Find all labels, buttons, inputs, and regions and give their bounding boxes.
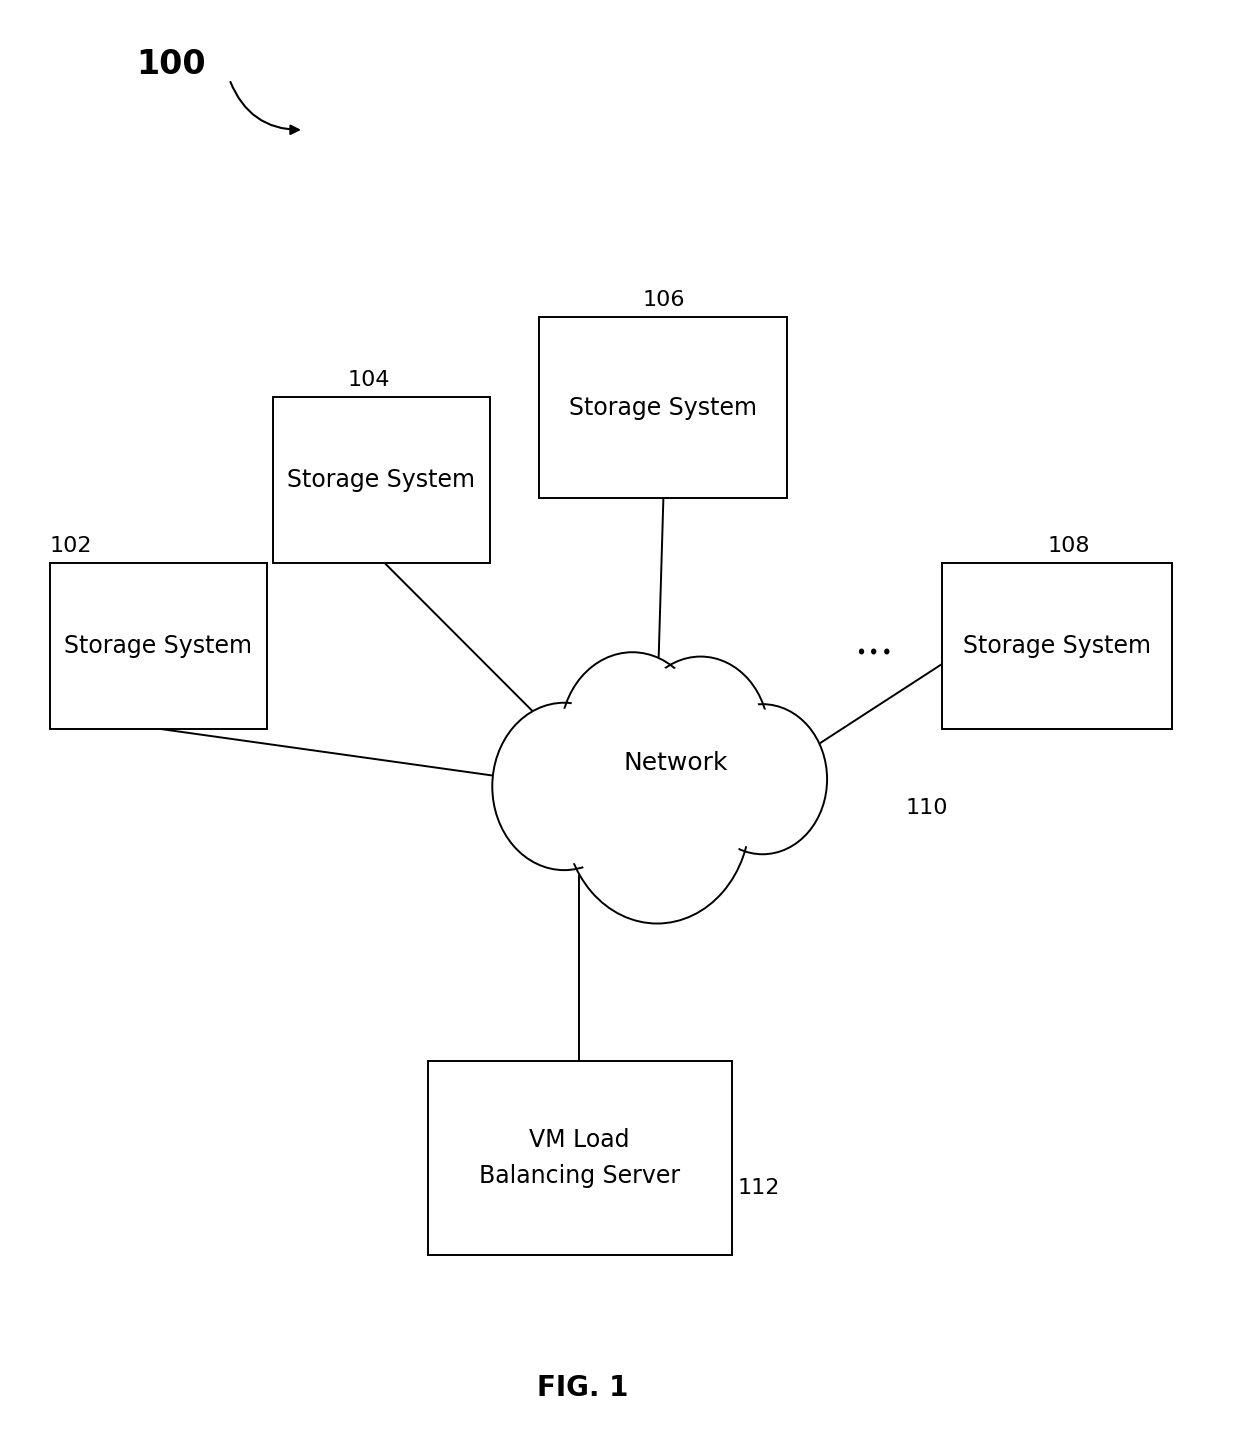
Text: ...: ... — [854, 620, 894, 664]
Circle shape — [637, 662, 764, 810]
Text: 112: 112 — [738, 1177, 780, 1198]
Text: Network: Network — [624, 752, 728, 775]
Circle shape — [632, 657, 769, 815]
Text: VM Load
Balancing Server: VM Load Balancing Server — [479, 1128, 681, 1188]
FancyBboxPatch shape — [273, 397, 490, 563]
Text: 104: 104 — [347, 369, 389, 390]
Circle shape — [698, 704, 827, 854]
Circle shape — [703, 710, 822, 848]
Text: 108: 108 — [1048, 535, 1090, 556]
FancyBboxPatch shape — [942, 563, 1172, 729]
FancyBboxPatch shape — [428, 1061, 732, 1255]
Text: 110: 110 — [905, 798, 947, 818]
Text: Storage System: Storage System — [963, 633, 1151, 658]
Text: FIG. 1: FIG. 1 — [537, 1374, 629, 1403]
FancyBboxPatch shape — [539, 317, 787, 498]
Circle shape — [572, 716, 743, 915]
Circle shape — [498, 710, 630, 863]
Circle shape — [492, 703, 636, 870]
Text: Storage System: Storage System — [288, 468, 475, 492]
Text: Storage System: Storage System — [569, 395, 758, 420]
Circle shape — [564, 707, 750, 924]
FancyBboxPatch shape — [50, 563, 267, 729]
Text: 106: 106 — [642, 290, 684, 310]
Circle shape — [567, 659, 698, 812]
Text: 100: 100 — [136, 49, 206, 81]
Text: 102: 102 — [50, 535, 92, 556]
Circle shape — [560, 652, 704, 820]
Text: Storage System: Storage System — [64, 633, 252, 658]
